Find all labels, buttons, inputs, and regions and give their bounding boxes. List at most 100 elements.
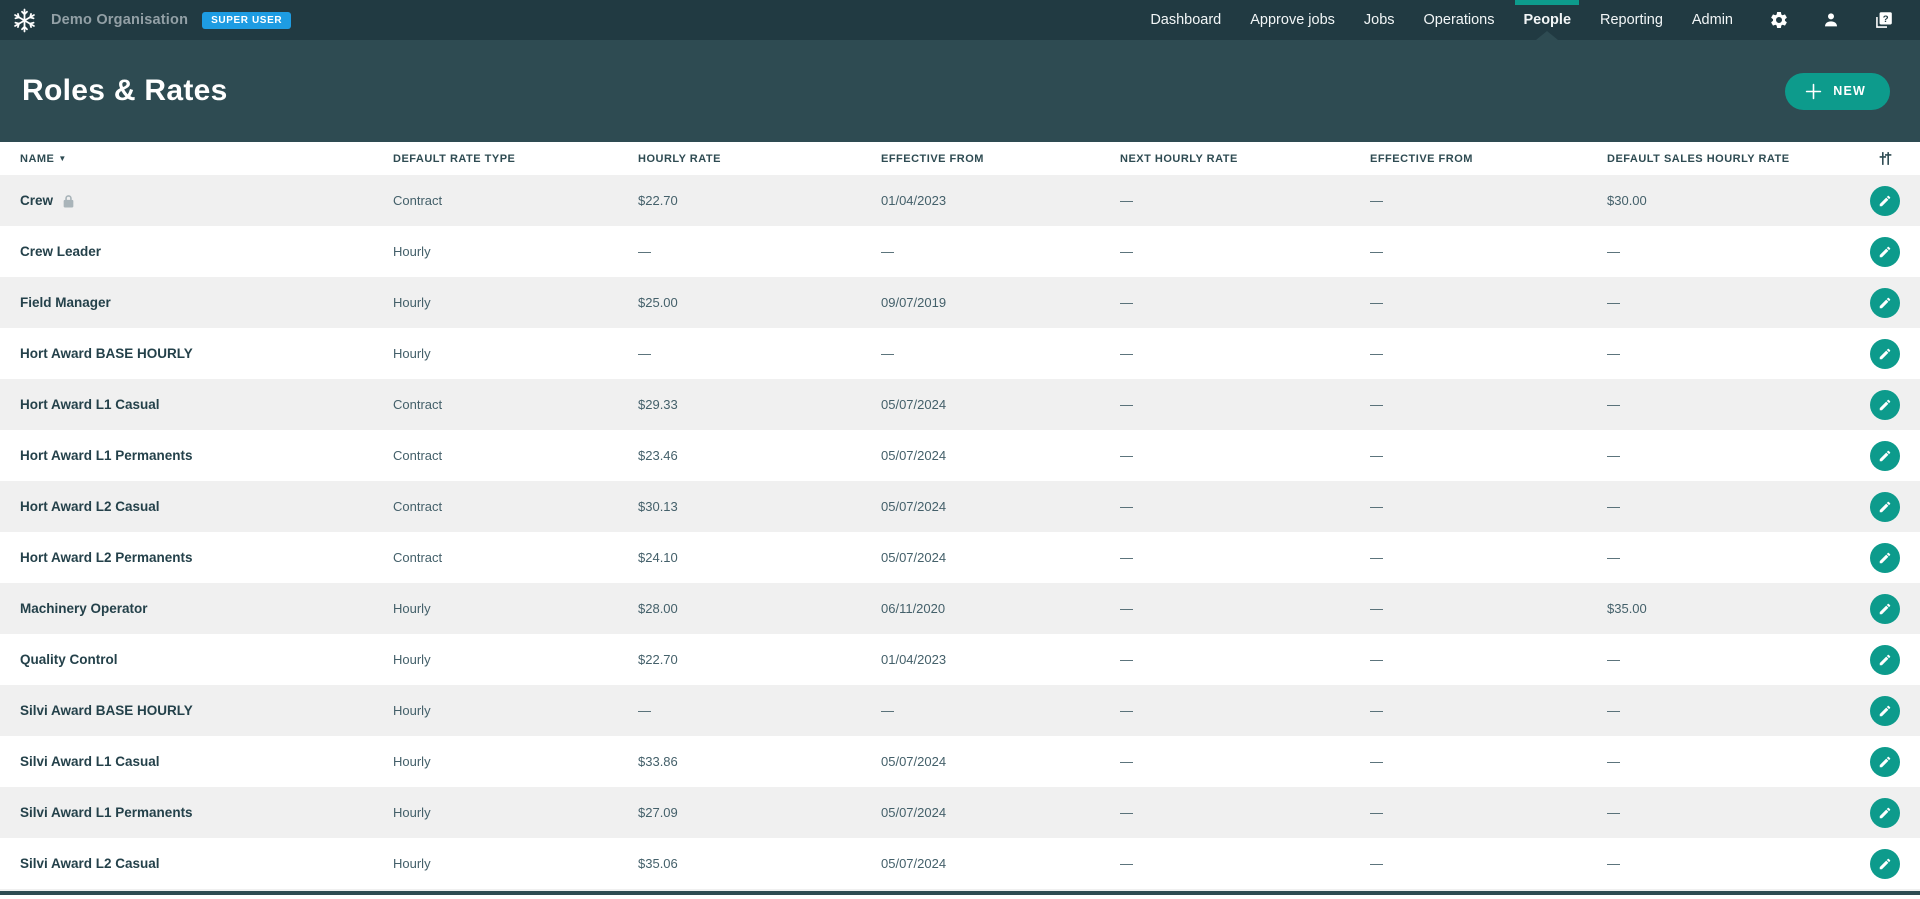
- edit-role-button[interactable]: [1870, 185, 1900, 216]
- table-row: Silvi Award BASE HOURLY Hourly — — — — —: [0, 685, 1920, 736]
- help-icon[interactable]: ?: [1873, 10, 1894, 31]
- cell-hourly_rate: $29.33: [638, 397, 678, 412]
- sort-desc-icon: ▼: [58, 153, 67, 163]
- edit-role-button[interactable]: [1870, 236, 1900, 267]
- role-name: Field Manager: [20, 295, 111, 310]
- table-row: Hort Award L1 Casual Contract $29.33 05/07/…: [0, 379, 1920, 430]
- edit-role-button[interactable]: [1870, 287, 1900, 318]
- main-nav: Dashboard Approve jobs Jobs Operations Peopl…: [1150, 0, 1733, 40]
- nav-item-jobs[interactable]: Jobs: [1363, 12, 1395, 28]
- cell-next_hourly_rate: —: [1120, 244, 1133, 259]
- edit-role-button[interactable]: [1870, 440, 1900, 471]
- cell-next_effective_from: —: [1370, 550, 1383, 565]
- edit-role-button[interactable]: [1870, 389, 1900, 420]
- role-name: Hort Award L1 Casual: [20, 397, 160, 412]
- page-title: Roles & Rates: [22, 74, 228, 107]
- cell-next_hourly_rate: —: [1120, 652, 1133, 667]
- cell-hourly_rate: $25.00: [638, 295, 678, 310]
- topbar-left: Demo Organisation SUPER USER: [12, 0, 292, 40]
- cell-next_hourly_rate: —: [1120, 856, 1133, 871]
- column-header-rate_type[interactable]: DEFAULT RATE TYPE: [393, 152, 516, 165]
- table-row: Crew Contract $22.70 01/04/2023 — — $30.00: [0, 175, 1920, 226]
- cell-next_effective_from: —: [1370, 244, 1383, 259]
- cell-sales_rate: —: [1607, 805, 1620, 820]
- cell-hourly_rate: $24.10: [638, 550, 678, 565]
- cell-rate_type: Hourly: [393, 652, 431, 667]
- column-header-next_effective_from[interactable]: EFFECTIVE FROM: [1370, 152, 1473, 165]
- column-header-next_hourly_rate[interactable]: NEXT HOURLY RATE: [1120, 152, 1238, 165]
- column-header-effective_from[interactable]: EFFECTIVE FROM: [881, 152, 984, 165]
- cell-next_effective_from: —: [1370, 805, 1383, 820]
- cell-next_hourly_rate: —: [1120, 397, 1133, 412]
- nav-item-reporting[interactable]: Reporting: [1600, 12, 1663, 28]
- cell-sales_rate: —: [1607, 346, 1620, 361]
- active-tab-caret: [1536, 31, 1559, 40]
- cell-effective_from: 06/11/2020: [881, 601, 946, 616]
- nav-item-operations[interactable]: Operations: [1423, 12, 1495, 28]
- page-header: Roles & Rates NEW: [0, 40, 1920, 142]
- cell-sales_rate: —: [1607, 295, 1620, 310]
- cell-next_hourly_rate: —: [1120, 601, 1133, 616]
- role-name: Silvi Award L1 Casual: [20, 754, 160, 769]
- column-header-hourly_rate[interactable]: HOURLY RATE: [638, 152, 721, 165]
- edit-role-button[interactable]: [1870, 848, 1900, 879]
- table-row: Hort Award L2 Permanents Contract $24.10 05…: [0, 532, 1920, 583]
- column-header-sales_rate[interactable]: DEFAULT SALES HOURLY RATE: [1607, 152, 1790, 165]
- edit-role-button[interactable]: [1870, 593, 1900, 624]
- super-user-badge: SUPER USER: [202, 11, 292, 29]
- cell-next_hourly_rate: —: [1120, 550, 1133, 565]
- cell-effective_from: 05/07/2024: [881, 499, 947, 514]
- nav-item-people[interactable]: People: [1515, 0, 1580, 40]
- cell-next_hourly_rate: —: [1120, 754, 1133, 769]
- table-row: Silvi Award L2 Casual Hourly $35.06 05/07/2…: [0, 838, 1920, 889]
- edit-role-button[interactable]: [1870, 746, 1900, 777]
- cell-next_hourly_rate: —: [1120, 346, 1133, 361]
- cell-hourly_rate: $22.70: [638, 652, 678, 667]
- topbar-icons: ?: [1769, 0, 1894, 40]
- column-settings-button[interactable]: [1876, 149, 1895, 168]
- plus-icon: [1805, 83, 1822, 100]
- cell-sales_rate: —: [1607, 244, 1620, 259]
- edit-role-button[interactable]: [1870, 797, 1900, 828]
- cell-effective_from: —: [881, 244, 894, 259]
- cell-sales_rate: —: [1607, 550, 1620, 565]
- column-header-name[interactable]: NAME ▼: [20, 152, 67, 165]
- role-name: Crew: [0, 193, 393, 208]
- new-button[interactable]: NEW: [1785, 72, 1890, 110]
- roles-rates-table: NAME ▼ DEFAULT RATE TYPE HOURLY RATE EFFECTI…: [0, 142, 1920, 895]
- edit-role-button[interactable]: [1870, 644, 1900, 675]
- user-icon[interactable]: [1822, 11, 1840, 29]
- cell-hourly_rate: $22.70: [638, 193, 678, 208]
- cell-sales_rate: —: [1607, 397, 1620, 412]
- edit-role-button[interactable]: [1870, 491, 1900, 522]
- cell-next_hourly_rate: —: [1120, 805, 1133, 820]
- nav-item-dashboard[interactable]: Dashboard: [1150, 12, 1222, 28]
- edit-role-button[interactable]: [1870, 695, 1900, 726]
- active-tab-indicator: [1515, 0, 1580, 5]
- cell-rate_type: Hourly: [393, 754, 431, 769]
- gear-icon[interactable]: [1769, 10, 1789, 30]
- nav-item-admin[interactable]: Admin: [1691, 12, 1733, 28]
- cell-sales_rate: $35.00: [1607, 601, 1647, 616]
- nav-item-approve-jobs[interactable]: Approve jobs: [1250, 12, 1335, 28]
- cell-next_effective_from: —: [1370, 652, 1383, 667]
- cell-sales_rate: —: [1607, 448, 1620, 463]
- role-name: Hort Award L2 Casual: [20, 499, 160, 514]
- cell-rate_type: Contract: [393, 448, 443, 463]
- cell-effective_from: 01/04/2023: [881, 193, 947, 208]
- table-row: Silvi Award L1 Casual Hourly $33.86 05/07/2…: [0, 736, 1920, 787]
- cell-next_effective_from: —: [1370, 346, 1383, 361]
- cell-effective_from: —: [881, 346, 894, 361]
- edit-role-button[interactable]: [1870, 542, 1900, 573]
- topbar: Demo Organisation SUPER USER Dashboard Ap…: [0, 0, 1920, 40]
- cell-rate_type: Hourly: [393, 346, 431, 361]
- cell-effective_from: 01/04/2023: [881, 652, 947, 667]
- cell-rate_type: Hourly: [393, 856, 431, 871]
- cell-next_effective_from: —: [1370, 754, 1383, 769]
- cell-effective_from: 05/07/2024: [881, 805, 947, 820]
- snowflake-icon[interactable]: [12, 8, 37, 33]
- cell-rate_type: Contract: [393, 193, 443, 208]
- role-name: Machinery Operator: [20, 601, 148, 616]
- cell-next_hourly_rate: —: [1120, 193, 1133, 208]
- edit-role-button[interactable]: [1870, 338, 1900, 369]
